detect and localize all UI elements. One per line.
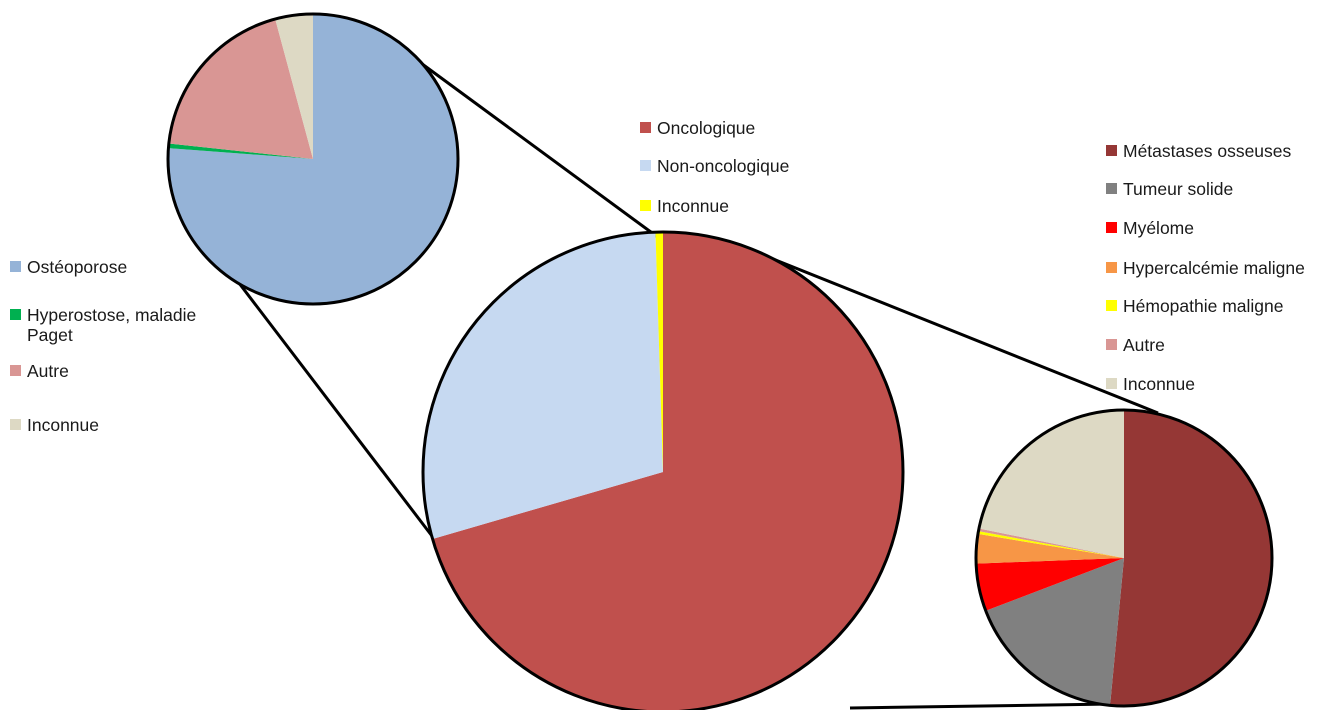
legend-swatch [10, 365, 21, 376]
legend-swatch [10, 419, 21, 430]
legend-label: Inconnue [657, 196, 730, 216]
pie-outline [166, 12, 460, 306]
main-pie-oncologique [421, 230, 905, 710]
legend-item-inconnue-left: Inconnue [10, 415, 99, 435]
pie-slice-non-oncologique [423, 232, 663, 539]
pie-slice-inconnue [655, 232, 663, 472]
pie-slice-inconnue [275, 14, 313, 159]
legend-item-autre: Autre [10, 361, 69, 381]
pie-slice-oncologique [432, 232, 903, 710]
legend-item-hyperostose: Hyperostose, maladie Paget [10, 305, 227, 345]
legend-label: Hypercalcémie maligne [1123, 258, 1305, 278]
pie-outline [421, 230, 905, 710]
pie-slice-hyperostose-maladie-paget [168, 143, 313, 159]
legend-label: Tumeur solide [1123, 179, 1234, 199]
legend-label: Hyperostose, maladie Paget [27, 305, 197, 345]
legend-swatch [1106, 378, 1117, 389]
legend-item-hemopathie: Hémopathie maligne [1106, 296, 1284, 316]
pie-slice-inconnue [978, 410, 1124, 558]
legend-swatch [1106, 339, 1117, 350]
pie-slice-hypercalcemie-maligne [976, 533, 1124, 564]
pie-oncologique-detail [974, 408, 1274, 708]
legend-swatch [640, 160, 651, 171]
pie-slice-metastases-osseuses [1110, 410, 1272, 707]
legend-swatch [1106, 145, 1117, 156]
pie-slice-autre [978, 528, 1124, 558]
legend-swatch [640, 122, 651, 133]
legend-item-tumeur-solide: Tumeur solide [1106, 179, 1233, 199]
legend-item-inconnue: Inconnue [640, 196, 729, 216]
legend-item-myelome: Myélome [1106, 218, 1194, 238]
legend-label: Métastases osseuses [1123, 141, 1292, 161]
legend-item-metastases: Métastases osseuses [1106, 141, 1291, 161]
legend-label: Oncologique [657, 118, 756, 138]
legend-swatch [1106, 300, 1117, 311]
pie-slice-tumeur-solide [985, 558, 1124, 706]
legend-item-hypercalcemie: Hypercalcémie maligne [1106, 258, 1305, 278]
zoom-connector-lines [224, 56, 1159, 710]
legend-swatch [1106, 262, 1117, 273]
legend-item-oncologique: Oncologique [640, 118, 755, 138]
legend-swatch [1106, 222, 1117, 233]
legend-label: Autre [27, 361, 69, 381]
legend-item-inconnue-right: Inconnue [1106, 374, 1195, 394]
connector-line [732, 241, 1159, 415]
legend-label: Myélome [1123, 218, 1194, 238]
legend-label: Hémopathie maligne [1123, 296, 1284, 316]
legend-item-osteoporose: Ostéoporose [10, 257, 127, 277]
legend-swatch [1106, 183, 1117, 194]
legend-label: Non-oncologique [657, 156, 790, 176]
pie-outline [974, 408, 1274, 708]
legend-label: Inconnue [1123, 374, 1196, 394]
legend-swatch [10, 261, 21, 272]
connector-line [413, 56, 660, 240]
legend-item-non-oncologique: Non-oncologique [640, 156, 789, 176]
legend-label: Autre [1123, 335, 1165, 355]
pie-slice-autre [168, 19, 313, 159]
pie-slice-hemopathie-maligne [977, 531, 1124, 558]
pie-non-oncologique-detail [166, 12, 460, 306]
legend-label: Inconnue [27, 415, 100, 435]
connector-line [849, 702, 1113, 710]
connector-line [224, 265, 434, 537]
legend-label: Ostéoporose [27, 257, 128, 277]
legend-swatch [640, 200, 651, 211]
legend-item-autre-right: Autre [1106, 335, 1165, 355]
legend-swatch [10, 309, 21, 320]
pie-slice-myelome [976, 558, 1124, 611]
